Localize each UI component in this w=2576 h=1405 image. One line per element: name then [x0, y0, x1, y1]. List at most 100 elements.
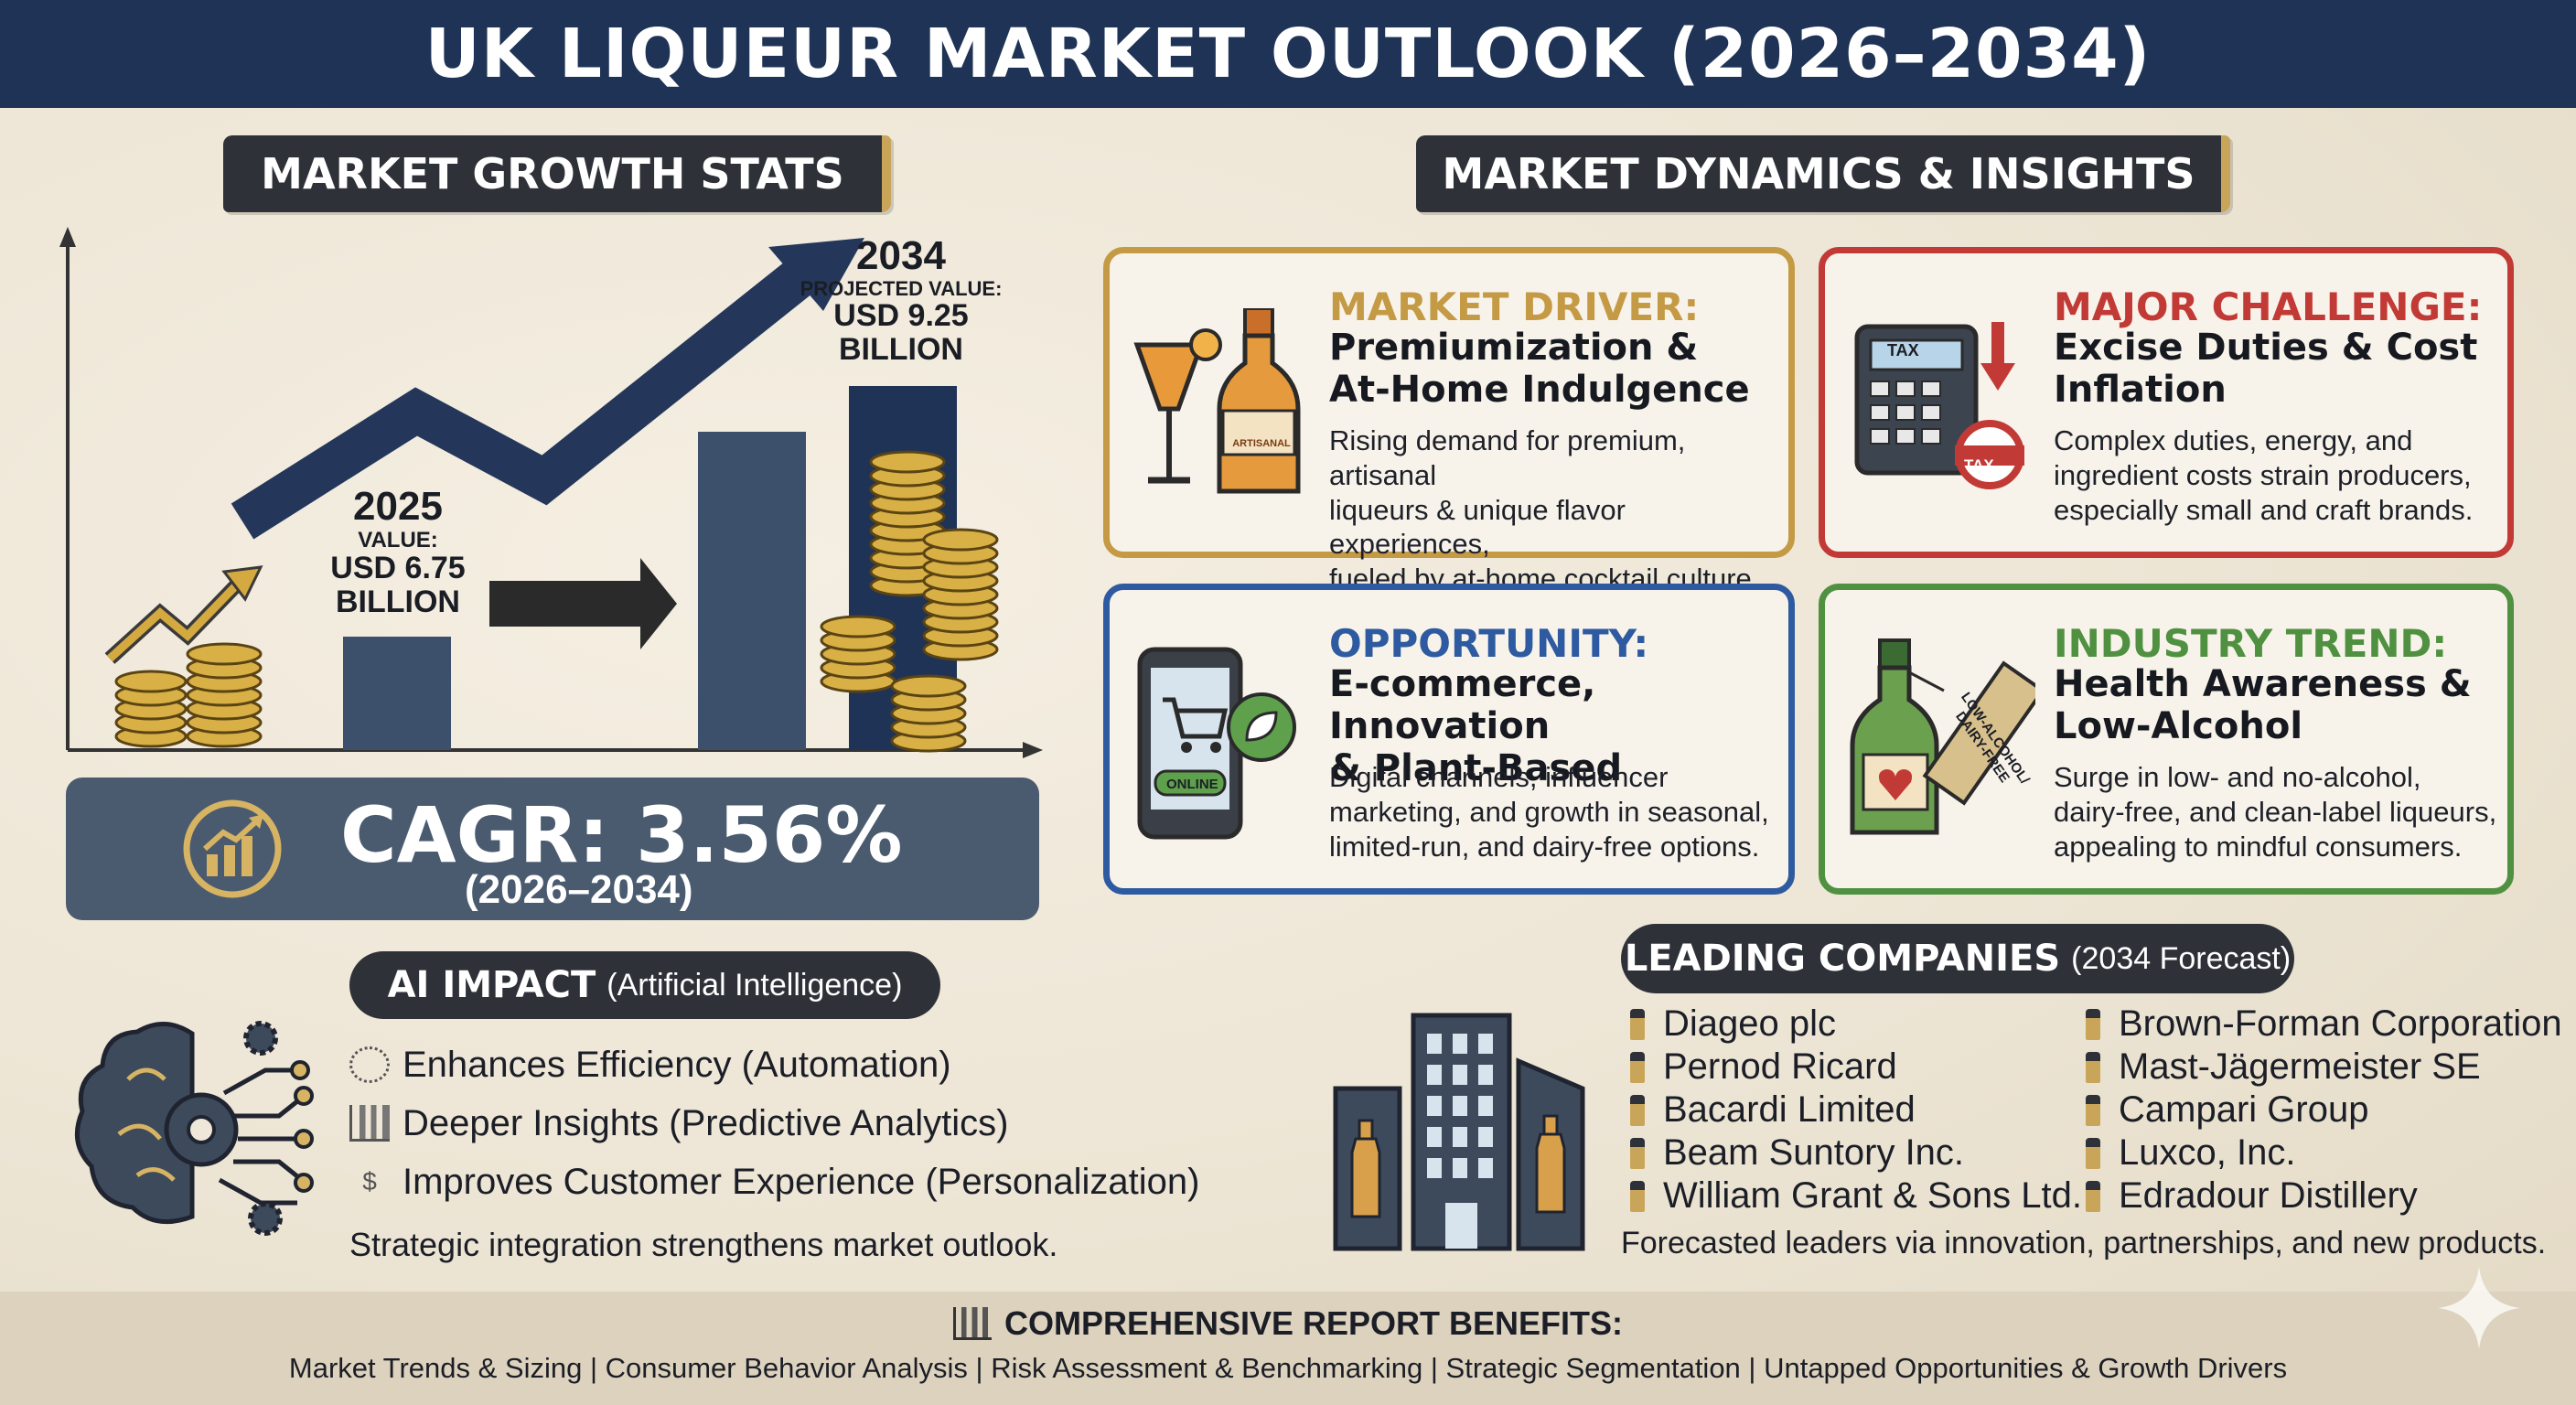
report-chart-icon	[952, 1307, 992, 1340]
sparkle-icon	[2438, 1267, 2520, 1349]
card-title: MARKET DRIVER:	[1329, 284, 1700, 329]
card-headline-line1: Health Awareness &	[2054, 663, 2472, 705]
card-headline: Premiumization & At-Home Indulgence	[1329, 327, 1750, 411]
y-axis-arrow	[59, 227, 76, 247]
company-name: Diageo plc	[1663, 1003, 1837, 1044]
bottle-icon	[2086, 1180, 2100, 1212]
company-item: William Grant & Sons Ltd.	[1630, 1174, 2082, 1217]
company-name: Bacardi Limited	[1663, 1089, 1916, 1130]
card-industry-trend: LOW-ALCOHOL/ DAIRY-FREE INDUSTRY TREND: …	[1819, 584, 2514, 895]
bottle-icon	[1630, 1094, 1645, 1126]
ai-item: Enhances Efficiency (Automation)	[349, 1035, 1199, 1094]
growth-arrow-head	[768, 238, 864, 311]
card-major-challenge: TAX TAX MAJOR CHALLENGE: Excise Duties &…	[1819, 247, 2514, 558]
card-title: INDUSTRY TREND:	[2054, 621, 2448, 666]
bottle-icon	[1630, 1008, 1645, 1040]
company-name: Brown-Forman Corporation	[2119, 1003, 2562, 1044]
company-item: Pernod Ricard	[1630, 1046, 2082, 1089]
card-body-line2: marketing, and growth in seasonal,	[1329, 795, 1769, 828]
card-body: Rising demand for premium, artisanal liq…	[1329, 424, 1788, 596]
artisanal-label: ARTISANAL	[1232, 438, 1291, 449]
card-body-line2: dairy-free, and clean-label liqueurs,	[2054, 795, 2497, 828]
company-name: Pernod Ricard	[1663, 1046, 1897, 1087]
ai-item-text: Deeper Insights (Predictive Analytics)	[402, 1102, 1009, 1143]
company-item: Bacardi Limited	[1630, 1089, 2082, 1132]
label-2025: 2025 VALUE: USD 6.75 BILLION	[311, 485, 485, 619]
company-item: Luxco, Inc.	[2086, 1132, 2562, 1174]
ai-heading-bold: AI IMPACT	[387, 964, 596, 1006]
company-item: Diageo plc	[1630, 1003, 2082, 1046]
low-alcohol-bottle-icon	[1850, 638, 2035, 835]
company-name: Edradour Distillery	[2119, 1175, 2418, 1216]
cagr-box: CAGR: 3.56% (2026–2034)	[66, 778, 1039, 920]
cagr-value: CAGR: 3.56%	[340, 790, 903, 880]
card-body-line1: Rising demand for premium, artisanal	[1329, 424, 1686, 491]
card-body: Digital channels, influencer marketing, …	[1329, 760, 1769, 863]
company-name: Campari Group	[2119, 1089, 2369, 1130]
value-2025: USD 6.75	[330, 551, 466, 586]
card-headline-line2: Inflation	[2054, 369, 2227, 411]
card-body-line3: limited-run, and dairy-free options.	[1329, 830, 1760, 863]
transition-arrow	[489, 558, 677, 649]
card-headline: Health Awareness & Low-Alcohol	[2054, 663, 2472, 747]
tax-stamp: TAX	[1964, 456, 1994, 474]
value-label-2034: PROJECTED VALUE:	[800, 276, 1003, 300]
tax-display: TAX	[1887, 341, 1919, 359]
ai-item: Deeper Insights (Predictive Analytics)	[349, 1094, 1199, 1153]
online-label: ONLINE	[1166, 777, 1218, 792]
card-body-line2: liqueurs & unique flavor experiences,	[1329, 493, 1626, 561]
card-headline-line2: Low-Alcohol	[2054, 705, 2303, 747]
hand-coin-icon: $	[362, 1167, 377, 1196]
bottle-icon	[1630, 1180, 1645, 1212]
value-label-2025: VALUE:	[358, 527, 438, 552]
page-title: UK LIQUEUR MARKET OUTLOOK (2026–2034)	[0, 0, 2576, 108]
company-name: Mast-Jägermeister SE	[2119, 1046, 2481, 1087]
card-headline: E-commerce, Innovation & Plant-Based	[1329, 663, 1788, 789]
growth-heading: MARKET GROWTH STATS	[223, 135, 891, 212]
growth-arrow	[231, 249, 828, 540]
year-2034: 2034	[856, 233, 946, 278]
card-headline-line1: Excise Duties & Cost	[2054, 327, 2478, 369]
phone-cart-icon	[1137, 647, 1296, 840]
bottle-icon	[2086, 1094, 2100, 1126]
card-body: Complex duties, energy, and ingredient c…	[2054, 424, 2473, 527]
growth-chart-icon	[183, 799, 282, 898]
companies-heading: LEADING COMPANIES (2034 Forecast)	[1621, 924, 2294, 993]
city-buildings-icon	[1333, 1013, 1585, 1251]
card-body-line1: Surge in low- and no-alcohol,	[2054, 761, 2421, 793]
card-headline-line2: & Plant-Based	[1329, 747, 1623, 789]
year-2025: 2025	[353, 484, 443, 529]
companies-right-column: Brown-Forman Corporation Mast-Jägermeist…	[2086, 1003, 2562, 1217]
coin-stack-left	[114, 642, 263, 748]
ai-list: Enhances Efficiency (Automation) Deeper …	[349, 1035, 1199, 1211]
company-item: Mast-Jägermeister SE	[2086, 1046, 2562, 1089]
companies-left-column: Diageo plc Pernod Ricard Bacardi Limited…	[1630, 1003, 2082, 1217]
bar-2025	[343, 637, 451, 750]
card-title: OPPORTUNITY:	[1329, 621, 1649, 666]
company-name: William Grant & Sons Ltd.	[1663, 1175, 2082, 1216]
x-axis-arrow	[1023, 742, 1043, 758]
unit-2034: BILLION	[839, 331, 963, 367]
card-headline-line1: Premiumization &	[1329, 327, 1699, 369]
coin-stack-right	[820, 450, 999, 753]
bottle-icon	[2086, 1137, 2100, 1169]
card-body-line1: Complex duties, energy, and	[2054, 424, 2413, 456]
cocktail-bottle-icon	[1133, 308, 1301, 494]
bar-chart-icon	[349, 1105, 390, 1142]
card-body-line1: Digital channels, influencer	[1329, 761, 1669, 793]
card-body: Surge in low- and no-alcohol, dairy-free…	[2054, 760, 2496, 863]
company-name: Luxco, Inc.	[2119, 1132, 2296, 1173]
bottle-icon	[2086, 1008, 2100, 1040]
card-body-line3: especially small and craft brands.	[2054, 493, 2474, 526]
company-item: Brown-Forman Corporation	[2086, 1003, 2562, 1046]
ai-item: $ Improves Customer Experience (Personal…	[349, 1153, 1199, 1211]
footer-heading: COMPREHENSIVE REPORT BENEFITS:	[1004, 1304, 1624, 1342]
bottle-icon	[2086, 1051, 2100, 1083]
ai-heading-rest: (Artificial Intelligence)	[606, 967, 903, 1003]
label-2034: 2034 PROJECTED VALUE: USD 9.25 BILLION	[778, 234, 1025, 367]
companies-note: Forecasted leaders via innovation, partn…	[1621, 1226, 2547, 1260]
footer-items: Market Trends & Sizing | Consumer Behavi…	[288, 1352, 2288, 1384]
ai-item-text: Enhances Efficiency (Automation)	[402, 1044, 951, 1085]
bar-mid	[698, 432, 806, 750]
growth-chart-graphic	[59, 227, 1043, 758]
